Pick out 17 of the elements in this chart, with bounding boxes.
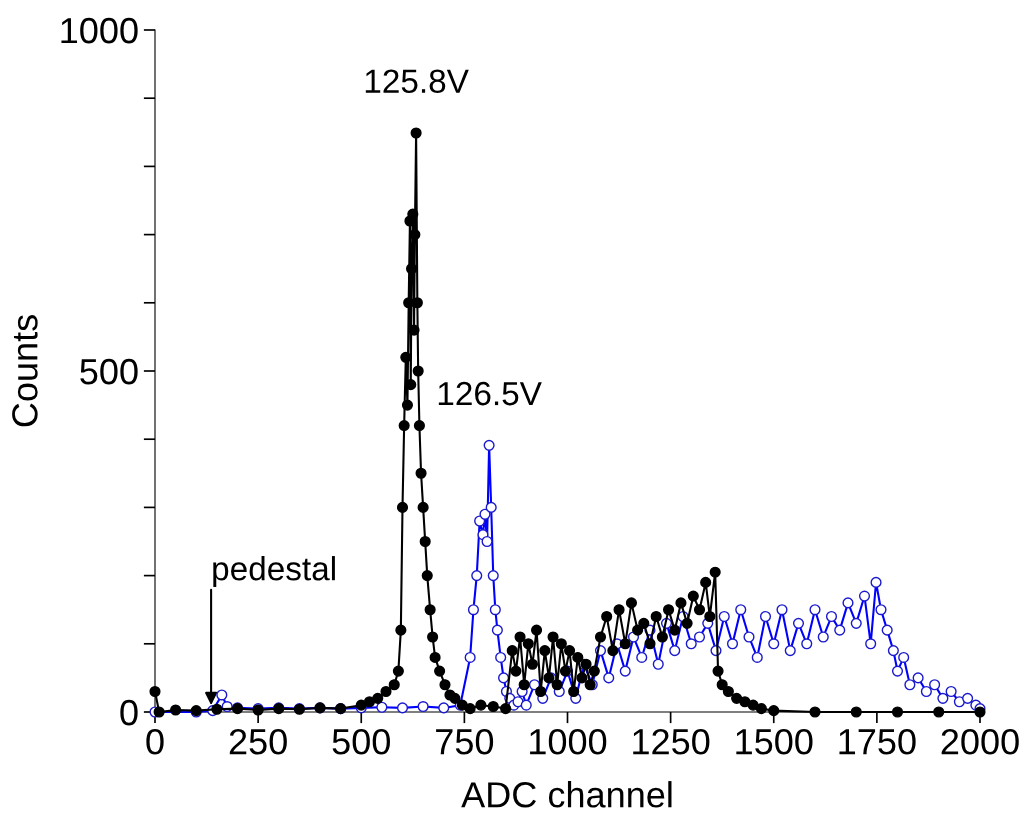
y-tick-label: 500 — [80, 358, 138, 385]
x-tick-label: 500 — [332, 728, 390, 755]
annotation: 125.8V — [365, 69, 469, 94]
x-tick-label: 1000 — [530, 728, 607, 755]
x-tick-label: 250 — [229, 728, 287, 755]
annotation: 126.5V — [438, 381, 542, 406]
x-tick-label: 1500 — [736, 728, 813, 755]
x-tick-label: 750 — [436, 728, 494, 755]
annotation: pedestal — [213, 556, 335, 588]
x-tick-label: 1750 — [839, 728, 916, 755]
y-tick-label: 1000 — [61, 17, 138, 44]
x-tick-label: 0 — [146, 728, 164, 755]
y-tick-label: 0 — [120, 699, 138, 726]
y-axis-title: Counts — [12, 315, 38, 427]
x-tick-label: 2000 — [941, 728, 1019, 755]
x-tick-label: 1250 — [633, 728, 710, 755]
x-axis-title: ADC channel — [461, 781, 672, 808]
